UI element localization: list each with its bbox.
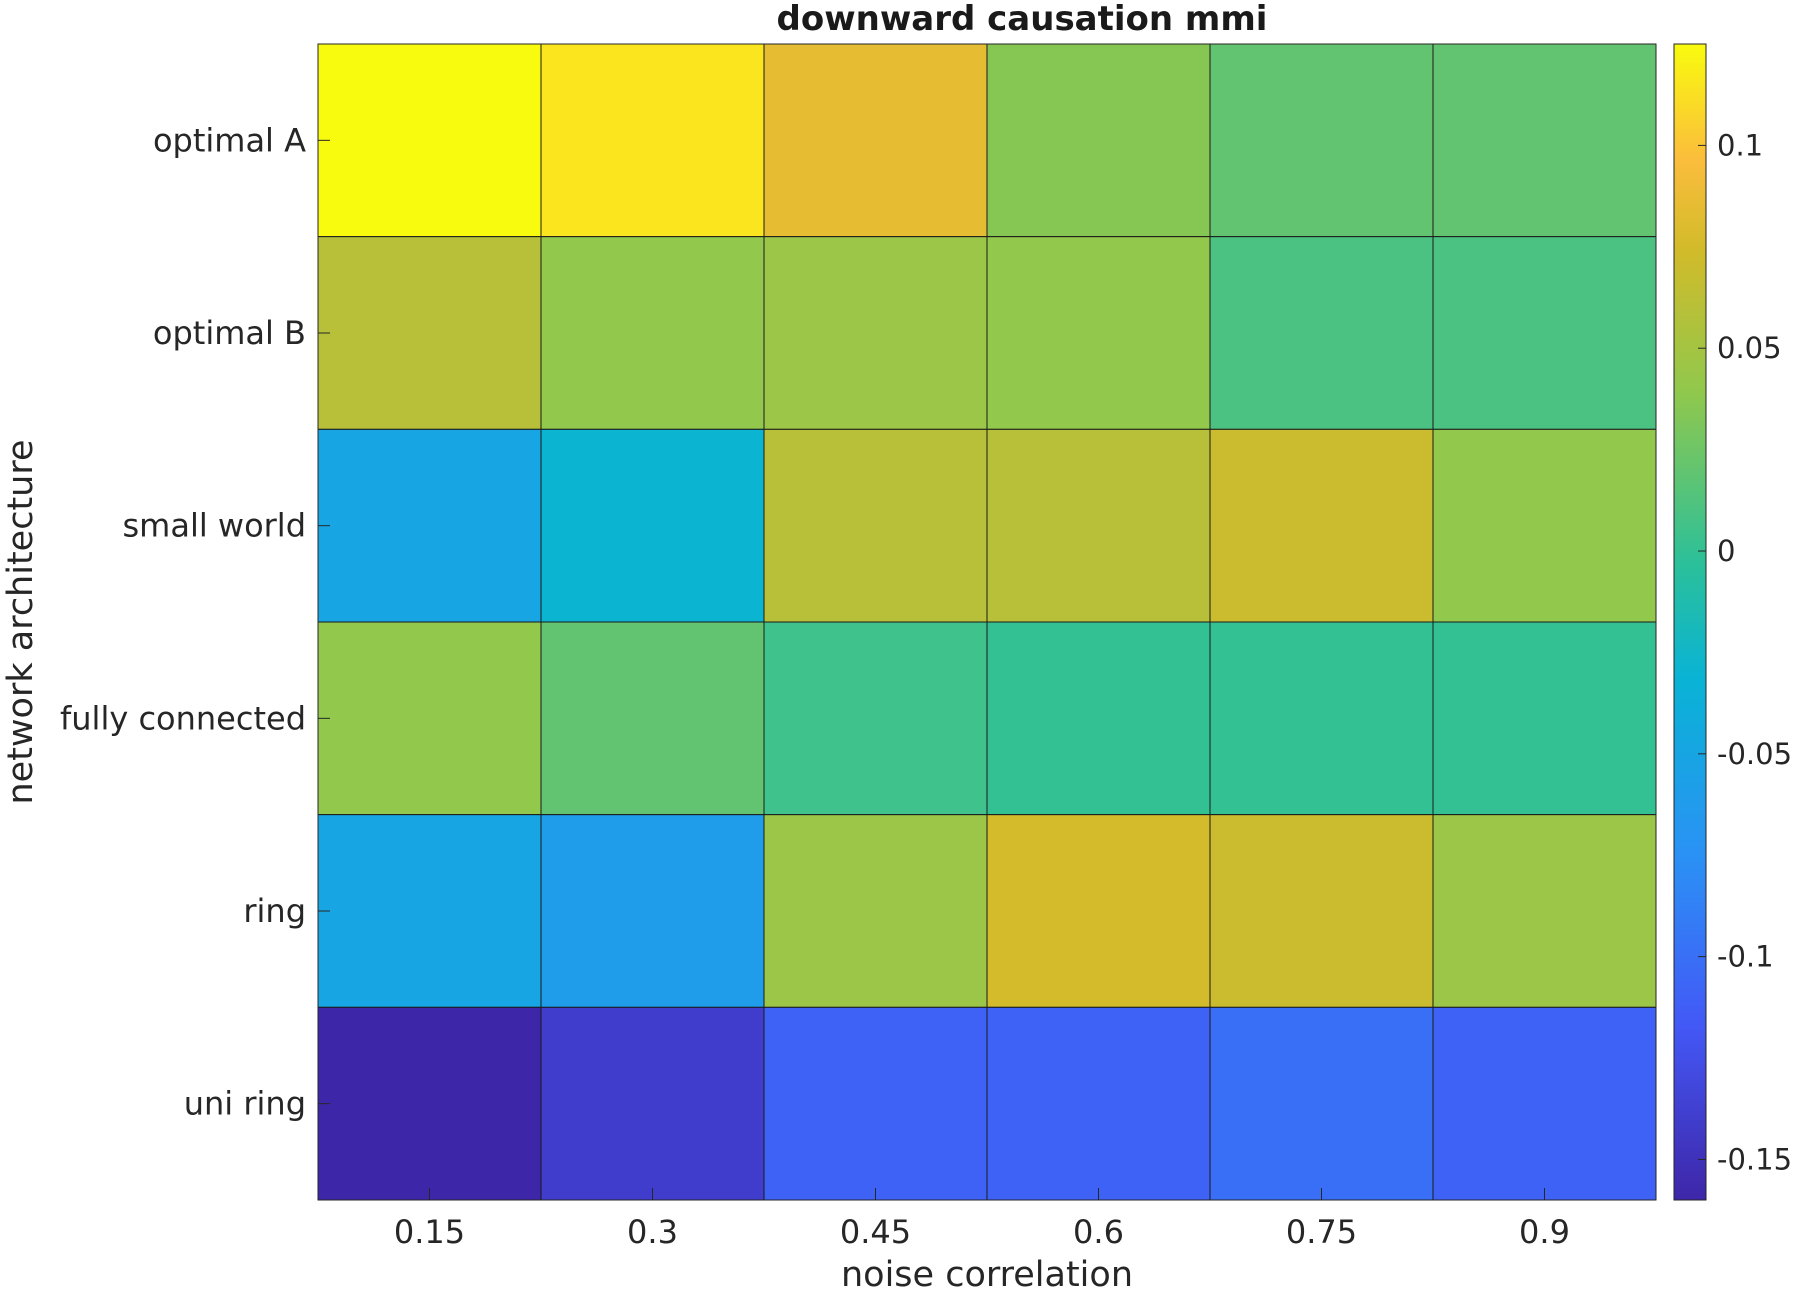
x-tick-labels: 0.15 0.3 0.45 0.6 0.75 0.9 xyxy=(394,1188,1570,1251)
chart-title: downward causation mmi xyxy=(777,0,1268,39)
y-tick-label: optimal A xyxy=(153,121,306,159)
plot-frame xyxy=(317,43,1657,1201)
heatmap-cell xyxy=(986,1006,1211,1201)
colorbar xyxy=(1673,43,1707,1201)
colorbar-tick-label: -0.15 xyxy=(1717,1142,1792,1176)
heatmap-cell xyxy=(540,43,765,238)
x-tick-label: 0.9 xyxy=(1519,1213,1570,1251)
y-tick-label: optimal B xyxy=(153,314,306,352)
heatmap-cell xyxy=(1432,814,1657,1008)
heatmap-cell xyxy=(986,43,1211,238)
heatmap-cell xyxy=(540,814,765,1008)
y-tick-labels: optimal A optimal B small world fully conne… xyxy=(60,121,330,1123)
heatmap-cell xyxy=(986,814,1211,1008)
heatmap-cell xyxy=(1209,814,1434,1008)
colorbar-tick-label: -0.1 xyxy=(1717,940,1774,974)
heatmap-cell xyxy=(317,1006,542,1201)
heatmap-cell xyxy=(1432,621,1657,816)
heatmap-cell xyxy=(1432,428,1657,623)
x-axis-label: noise correlation xyxy=(841,1255,1133,1291)
colorbar-tick-label: 0.1 xyxy=(1717,128,1763,162)
y-tick-label: uni ring xyxy=(184,1085,306,1123)
x-tick-label: 0.45 xyxy=(840,1213,911,1251)
heatmap-cell xyxy=(317,428,542,623)
x-tick-label: 0.6 xyxy=(1073,1213,1124,1251)
heatmap-cell xyxy=(986,236,1211,430)
heatmap-cell xyxy=(1432,43,1657,238)
heatmap-cell xyxy=(763,236,988,430)
heatmap-cell xyxy=(1432,236,1657,430)
y-axis-label: network architecture xyxy=(1,439,41,804)
heatmap-cell xyxy=(763,428,988,623)
heatmap-cell xyxy=(1209,43,1434,238)
heatmap-cell xyxy=(763,814,988,1008)
heatmap-cell xyxy=(763,1006,988,1201)
heatmap-cell xyxy=(540,1006,765,1201)
heatmap-cell xyxy=(763,621,988,816)
heatmap-cell xyxy=(1209,428,1434,623)
heatmap-cell xyxy=(317,43,542,238)
heatmap-cell xyxy=(317,236,542,430)
heatmap-cell xyxy=(1209,236,1434,430)
colorbar-tick-label: 0.05 xyxy=(1717,331,1782,365)
colorbar-tick-label: -0.05 xyxy=(1717,737,1792,771)
heatmap-cells xyxy=(317,43,1657,1201)
x-tick-label: 0.75 xyxy=(1286,1213,1357,1251)
x-tick-label: 0.3 xyxy=(627,1213,678,1251)
x-tick-label: 0.15 xyxy=(394,1213,465,1251)
y-tick-label: fully connected xyxy=(60,699,306,737)
heatmap-cell xyxy=(317,814,542,1008)
colorbar-ticks: 0.1 0.05 0 -0.05 -0.1 -0.15 xyxy=(1698,128,1792,1176)
heatmap-cell xyxy=(540,428,765,623)
y-tick-label: ring xyxy=(243,892,306,930)
heatmap-cell xyxy=(540,236,765,430)
heatmap-cell xyxy=(986,428,1211,623)
heatmap-cell xyxy=(317,621,542,816)
heatmap-cell xyxy=(1432,1006,1657,1201)
colorbar-tick-label: 0 xyxy=(1717,534,1735,568)
heatmap-cell xyxy=(763,43,988,238)
y-tick-label: small world xyxy=(122,507,306,545)
heatmap-cell xyxy=(1209,621,1434,816)
heatmap-cell xyxy=(1209,1006,1434,1201)
heatmap-cell xyxy=(540,621,765,816)
heatmap-cell xyxy=(986,621,1211,816)
